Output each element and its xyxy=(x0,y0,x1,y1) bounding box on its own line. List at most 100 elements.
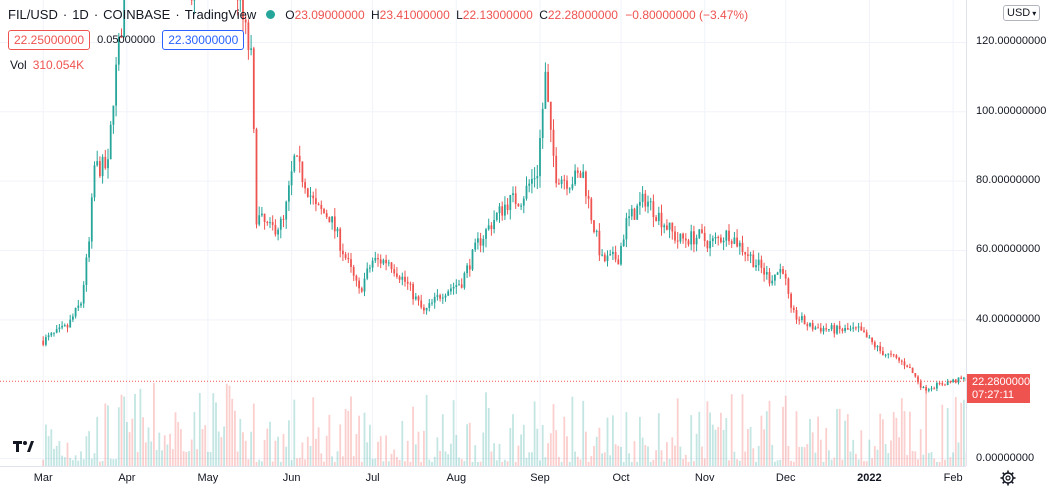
symbol-name[interactable]: FIL/USD xyxy=(8,7,58,22)
volume-bar xyxy=(593,446,595,466)
candle-body xyxy=(496,213,498,220)
volume-bar xyxy=(734,452,736,466)
volume-bar xyxy=(847,414,849,466)
candle-body xyxy=(725,231,727,241)
volume-bar xyxy=(331,456,333,466)
candle-body xyxy=(299,156,301,162)
candle-body xyxy=(67,325,69,327)
volume-bar xyxy=(161,450,163,466)
volume-bar xyxy=(955,397,957,466)
candle-body xyxy=(634,209,636,220)
candle-body xyxy=(310,196,312,197)
volume-bar xyxy=(585,432,587,466)
candle-body xyxy=(896,355,898,358)
candle-body xyxy=(372,261,374,268)
candle-body xyxy=(904,361,906,365)
candle-body xyxy=(604,255,606,261)
candle-body xyxy=(326,213,328,217)
volume-bar xyxy=(302,442,304,466)
volume-bar xyxy=(655,450,657,466)
tradingview-logo-icon[interactable] xyxy=(8,433,38,459)
candle-body xyxy=(920,382,922,388)
exchange-label: COINBASE xyxy=(103,7,170,22)
candle-body xyxy=(620,246,622,264)
volume-bar xyxy=(150,441,152,466)
candle-body xyxy=(534,178,536,179)
candlestick-chart[interactable] xyxy=(0,0,966,466)
volume-bar xyxy=(455,435,457,466)
volume-bar xyxy=(142,417,144,466)
candle-body xyxy=(785,274,787,279)
candle-body xyxy=(555,156,557,183)
volume-bar xyxy=(771,445,773,466)
volume-bar xyxy=(550,433,552,466)
volume-bar xyxy=(129,432,131,466)
candle-body xyxy=(704,233,706,241)
sell-button[interactable]: 22.25000000 xyxy=(8,30,90,50)
candle-body xyxy=(275,225,277,235)
time-axis-label: Mar xyxy=(34,472,53,484)
volume-bar xyxy=(164,435,166,466)
candle-body xyxy=(801,316,803,320)
candle-body xyxy=(80,304,82,306)
volume-bar xyxy=(194,412,196,466)
interval-label[interactable]: 1D xyxy=(72,7,89,22)
candle-body xyxy=(782,269,784,274)
volume-bar xyxy=(207,452,209,466)
volume-bar xyxy=(817,417,819,466)
candle-body xyxy=(698,229,700,237)
volume-bar xyxy=(671,437,673,466)
candle-body xyxy=(364,279,366,292)
volume-bar xyxy=(183,451,185,466)
volume-bar xyxy=(223,426,225,466)
candle-body xyxy=(690,231,692,244)
currency-dropdown[interactable]: USD▾ xyxy=(1003,5,1040,21)
volume-bar xyxy=(950,457,952,466)
chart-pane[interactable]: FIL/USD · 1D · COINBASE · TradingView O2… xyxy=(0,0,966,466)
volume-bar xyxy=(285,447,287,466)
candle-body xyxy=(323,209,325,213)
volume-bar xyxy=(758,446,760,466)
volume-bar xyxy=(123,396,125,466)
volume-bar xyxy=(698,412,700,466)
volume-bar xyxy=(545,457,547,466)
candle-body xyxy=(547,72,549,102)
volume-bar xyxy=(717,427,719,466)
volume-bar xyxy=(909,412,911,466)
volume-bar xyxy=(167,444,169,466)
candle-body xyxy=(866,332,868,337)
candle-body xyxy=(53,333,55,334)
candle-body xyxy=(418,296,420,300)
candle-body xyxy=(636,206,638,220)
buy-button[interactable]: 22.30000000 xyxy=(162,30,244,50)
volume-bar xyxy=(121,395,123,466)
volume-bar xyxy=(242,432,244,466)
volume-bar xyxy=(896,418,898,466)
candle-body xyxy=(796,310,798,320)
volume-bar xyxy=(426,395,428,466)
time-axis-label: Feb xyxy=(944,472,963,484)
volume-bar xyxy=(69,458,71,466)
volume-bar xyxy=(607,418,609,466)
candle-body xyxy=(574,171,576,185)
candle-body xyxy=(928,389,930,390)
candle-body xyxy=(423,307,425,310)
volume-bar xyxy=(447,454,449,466)
volume-bar xyxy=(712,425,714,466)
volume-bar xyxy=(458,458,460,466)
candle-body xyxy=(393,269,395,273)
volume-bar xyxy=(680,447,682,466)
settings-gear-icon[interactable] xyxy=(1000,470,1016,486)
current-price-badge: 22.28000000 07:27:11 xyxy=(967,374,1030,403)
price-axis-label: 100.00000000 xyxy=(976,105,1046,117)
time-axis-label: Nov xyxy=(695,472,715,484)
volume-bar xyxy=(518,446,520,466)
candle-body xyxy=(615,252,617,259)
volume-bar xyxy=(761,416,763,466)
volume-bar xyxy=(723,430,725,466)
volume-bar xyxy=(326,436,328,466)
candle-body xyxy=(347,258,349,259)
candle-body xyxy=(331,216,333,222)
volume-bar xyxy=(356,434,358,466)
